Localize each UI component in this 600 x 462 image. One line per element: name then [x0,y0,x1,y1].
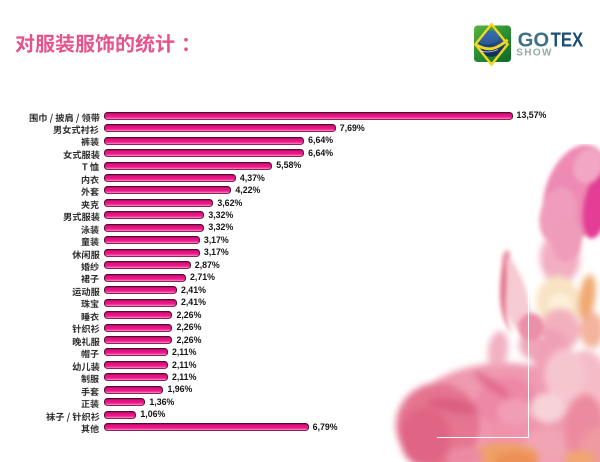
svg-text:SHOW: SHOW [516,48,552,59]
svg-text:TEX: TEX [551,29,584,51]
svg-text:GO: GO [518,29,550,51]
